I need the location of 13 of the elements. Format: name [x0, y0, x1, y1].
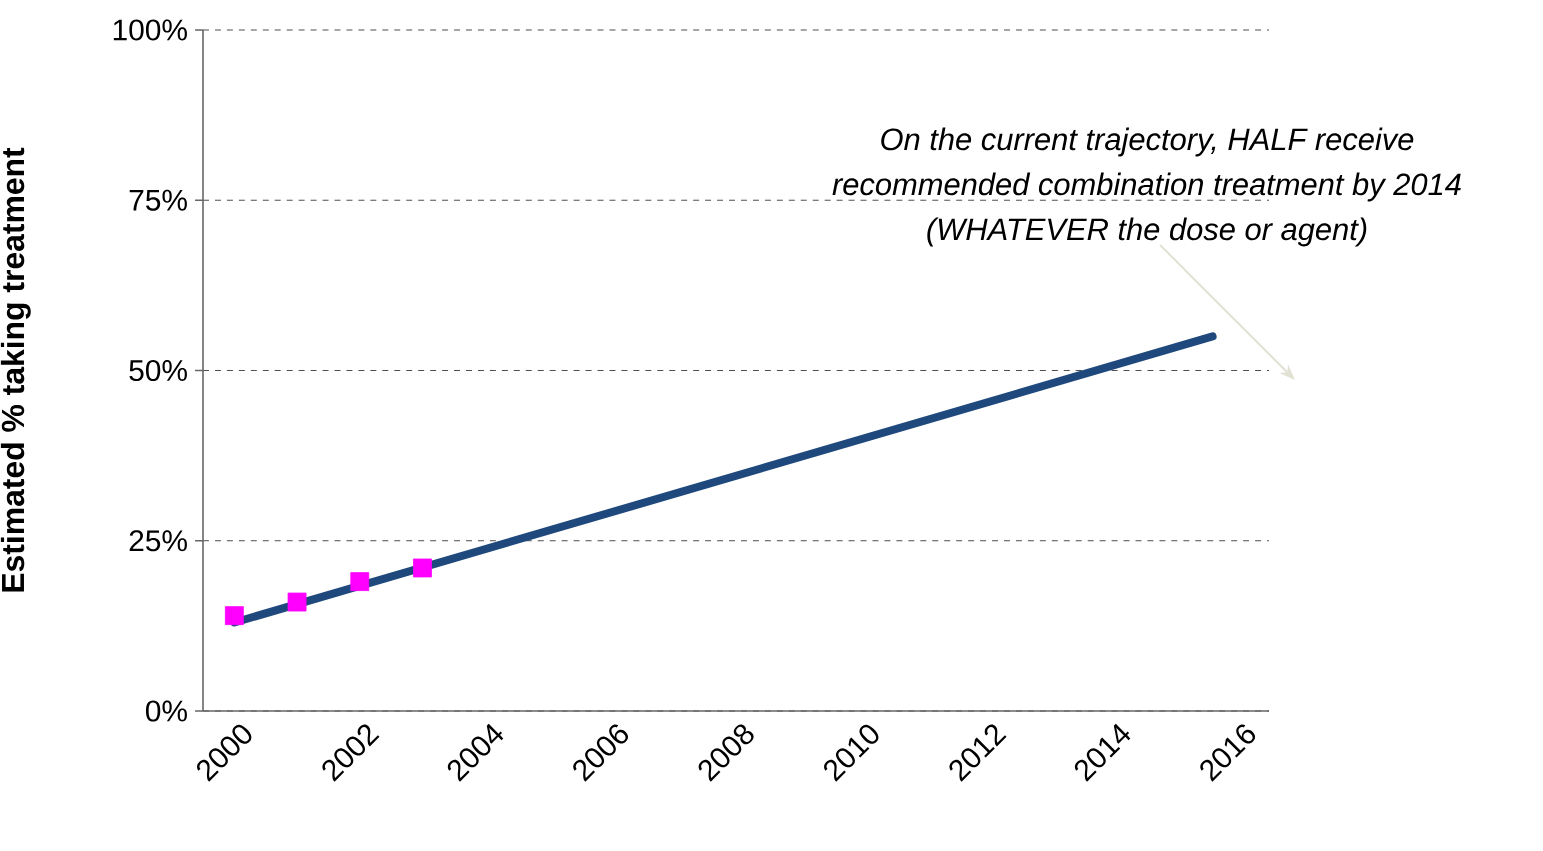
y-tick-label: 75%	[129, 189, 187, 211]
y-axis-title: Estimated % taking treatment	[0, 147, 31, 592]
point	[413, 558, 432, 578]
y-tick-label: 100%	[113, 19, 187, 41]
y-tick-label: 25%	[129, 530, 187, 552]
point	[287, 592, 307, 612]
annotation: (WHATEVER the dose or agent)	[927, 217, 1367, 247]
y-tick-label: 50%	[129, 359, 187, 382]
point	[350, 572, 370, 592]
annotation: recommended combination treatment by 2014	[832, 172, 1461, 202]
y-tick-label: 0%	[145, 700, 187, 722]
annotation: On the current trajectory, HALF receive	[881, 127, 1414, 157]
point	[224, 606, 244, 626]
